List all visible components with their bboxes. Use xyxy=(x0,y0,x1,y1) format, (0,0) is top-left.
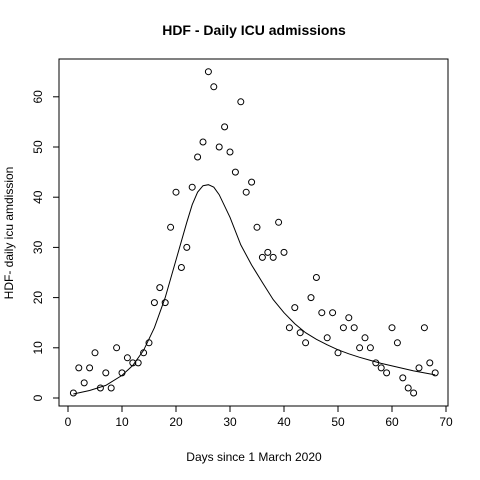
plot-frame xyxy=(58,58,449,407)
data-point xyxy=(199,138,207,146)
y-tick-label: 60 xyxy=(31,90,45,104)
data-point xyxy=(226,148,234,156)
y-tick-label: 20 xyxy=(31,291,45,305)
x-tick-label: 0 xyxy=(65,415,72,429)
data-point xyxy=(356,344,364,352)
x-tick-label: 10 xyxy=(115,415,129,429)
data-point xyxy=(339,324,347,332)
x-tick-label: 30 xyxy=(223,415,237,429)
data-point xyxy=(388,324,396,332)
data-point xyxy=(415,364,423,372)
data-point xyxy=(318,309,326,317)
y-tick-label: 30 xyxy=(31,240,45,254)
data-point xyxy=(296,329,304,337)
data-point xyxy=(183,243,191,251)
data-point xyxy=(248,178,256,186)
data-point xyxy=(210,83,218,91)
data-point xyxy=(167,223,175,231)
data-point xyxy=(361,334,369,342)
data-point xyxy=(188,183,196,191)
data-point xyxy=(253,223,261,231)
y-tick-label: 40 xyxy=(31,190,45,204)
data-point xyxy=(383,369,391,377)
data-point xyxy=(399,374,407,382)
y-tick-label: 50 xyxy=(31,140,45,154)
data-point xyxy=(177,264,185,271)
data-point xyxy=(258,253,266,261)
data-point xyxy=(150,299,158,307)
x-tick-label: 50 xyxy=(331,415,345,429)
data-point xyxy=(231,168,239,176)
x-tick-label: 60 xyxy=(385,415,399,429)
data-point xyxy=(221,123,229,131)
data-point xyxy=(113,344,121,352)
x-tick-label: 40 xyxy=(277,415,291,429)
data-point xyxy=(172,188,180,196)
data-point xyxy=(420,324,428,332)
data-point xyxy=(345,314,353,322)
data-point xyxy=(264,248,272,256)
data-point xyxy=(366,344,374,352)
data-point xyxy=(86,364,94,372)
y-axis-label: HDF- daily icu amdission xyxy=(2,167,16,300)
chart-title: HDF - Daily ICU admissions xyxy=(162,22,346,38)
x-tick-label: 20 xyxy=(169,415,183,429)
y-tick-label: 0 xyxy=(31,394,45,401)
data-point xyxy=(242,188,250,196)
data-point xyxy=(312,274,320,281)
data-point xyxy=(393,339,401,347)
y-tick-label: 10 xyxy=(31,341,45,355)
data-point xyxy=(302,339,310,347)
y-axis: 0 10 20 30 40 50 60 xyxy=(31,90,60,401)
data-point xyxy=(75,364,83,372)
data-point xyxy=(107,384,115,392)
data-point xyxy=(410,389,418,397)
fitted-curve xyxy=(73,184,436,395)
data-point xyxy=(237,98,245,106)
data-point xyxy=(431,369,439,377)
data-point xyxy=(350,324,358,332)
data-point xyxy=(80,379,88,387)
data-point xyxy=(275,218,283,226)
x-tick-label: 70 xyxy=(439,415,453,429)
x-axis-label: Days since 1 March 2020 xyxy=(186,450,322,464)
data-point xyxy=(291,304,299,312)
data-point xyxy=(156,284,164,292)
plot-area xyxy=(69,68,439,397)
data-point xyxy=(377,364,385,372)
data-point xyxy=(269,253,277,261)
data-point xyxy=(102,369,110,377)
data-point xyxy=(69,389,77,397)
data-point xyxy=(123,354,131,362)
data-point xyxy=(161,299,169,307)
data-point xyxy=(307,294,315,302)
data-point xyxy=(215,143,223,151)
data-point xyxy=(285,324,293,332)
data-point xyxy=(91,349,99,357)
data-point xyxy=(204,68,212,76)
data-point xyxy=(426,359,434,367)
data-point xyxy=(194,153,202,161)
data-point xyxy=(280,248,288,256)
data-point xyxy=(329,309,337,317)
x-axis: 0 10 20 30 40 50 60 70 xyxy=(65,405,453,429)
data-point xyxy=(323,334,331,342)
data-point xyxy=(404,384,412,392)
